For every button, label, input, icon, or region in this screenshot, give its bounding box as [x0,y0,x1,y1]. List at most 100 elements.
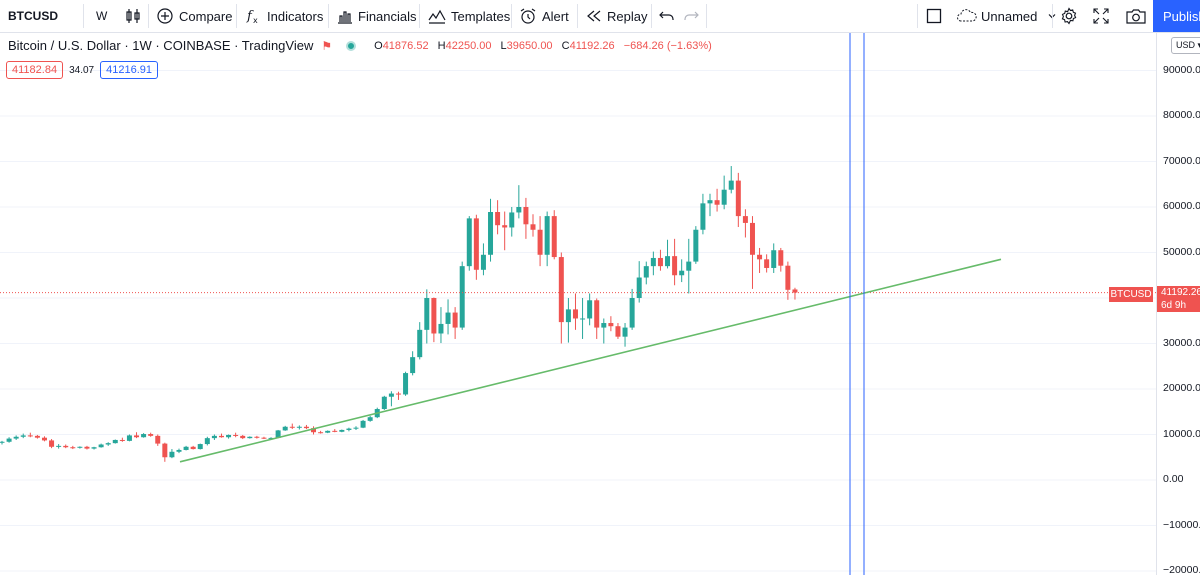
candle [332,429,338,433]
cloud-icon [957,9,977,22]
candle [480,243,486,276]
candle [261,436,267,440]
settings-button[interactable] [1060,0,1078,32]
series-title: Bitcoin / U.S. Dollar · 1W · COINBASE · … [8,38,314,53]
candle [572,293,578,330]
low-key: L [500,39,507,52]
snapshot-button[interactable] [1126,0,1146,32]
price-tick-label: 70000.00 [1163,154,1200,167]
price-chart[interactable] [0,33,1156,575]
last-price-tag: 41192.26 6d 9h [1157,286,1200,312]
replay-button[interactable]: Replay [586,0,647,32]
candle [551,210,557,260]
market-status-icon [346,40,357,51]
redo-button[interactable] [683,0,699,32]
flag-icon[interactable]: ⚑ [321,38,333,53]
candle [233,432,239,438]
candle [395,391,401,400]
publish-button[interactable]: Publish [1153,0,1200,32]
candle [247,436,253,439]
symbol-price-tag: BTCUSD [1109,287,1153,302]
candle [601,318,607,344]
symbol-search-button[interactable]: BTCUSD [8,9,58,23]
bar-chart-icon [338,11,352,24]
buy-price-button[interactable]: 41216.91 [100,61,158,79]
candle [523,197,529,239]
trend-line[interactable] [179,258,1002,463]
candle [226,434,232,439]
currency-selector[interactable]: USD ▾ [1171,37,1200,54]
candle [318,430,324,434]
candle [211,434,217,440]
candle [63,444,69,449]
candle [84,445,90,450]
candle-series [0,166,798,462]
candle [764,254,770,273]
candle [289,423,295,430]
candle [686,238,692,294]
candle [162,442,168,462]
plus-circle-icon [157,8,173,24]
high-key: H [437,39,446,52]
chart-grid [0,70,1156,572]
candle [424,289,430,344]
candle [466,216,472,271]
layout-menu-button[interactable]: Unnamed [956,0,1057,32]
candle [700,193,706,235]
candle [367,415,373,422]
spread-value: 34.07 [69,64,95,76]
candle [112,439,118,444]
ohlc-values: O41876.52 H42250.00 L39650.00 C41192.26 … [374,40,718,52]
toolbar-divider [328,4,329,28]
candle [537,216,543,267]
candle [452,307,458,339]
candle [495,200,501,235]
sell-price-button[interactable]: 41182.84 [6,61,64,79]
price-tick-label: 10000.00 [1163,427,1200,440]
candle [13,435,19,440]
toolbar-divider [1052,4,1053,28]
select-layout-button[interactable] [926,0,942,32]
candle [672,238,678,286]
candle [721,175,727,210]
toolbar-divider [511,4,512,28]
candle [296,425,302,430]
candle [105,442,111,446]
open-key: O [374,39,383,52]
templates-icon [428,9,446,24]
undo-button[interactable] [659,0,675,32]
financials-button[interactable]: Financials [337,0,417,32]
candle [6,437,12,443]
compare-button[interactable]: Compare [156,0,232,32]
candle [360,419,366,429]
series-legend[interactable]: Bitcoin / U.S. Dollar · 1W · COINBASE · … [8,38,718,53]
interval-button[interactable]: W [96,9,108,23]
gear-icon [1061,7,1077,25]
candle [311,426,317,435]
chart-type-button[interactable] [124,0,142,32]
change-value: −684.26 (−1.63%) [623,39,712,52]
price-tick-label: −10000.00 [1163,518,1200,531]
candle [169,449,175,459]
fullscreen-button[interactable] [1093,0,1109,32]
candle [629,288,635,330]
toolbar-divider [706,4,707,28]
price-tick-label: 0.00 [1163,473,1184,485]
alert-button[interactable]: Alert [519,0,569,32]
toolbar-divider [148,4,149,28]
price-tick-label: 50000.00 [1163,245,1200,258]
candle [353,426,359,430]
candle [240,434,246,440]
square-icon [926,8,942,24]
price-axis[interactable]: USD ▾ 90000.00 80000.00 70000.00 60000.00 50… [1156,33,1200,575]
layout-name: Unnamed [981,8,1038,24]
candle [176,448,182,454]
redo-icon [684,11,699,20]
candle [502,211,508,251]
candle [27,432,33,438]
toolbar-divider [577,4,578,28]
candle [98,443,104,448]
templates-button[interactable]: Templates [428,0,510,32]
last-price-value: 41192.26 [1161,287,1200,298]
